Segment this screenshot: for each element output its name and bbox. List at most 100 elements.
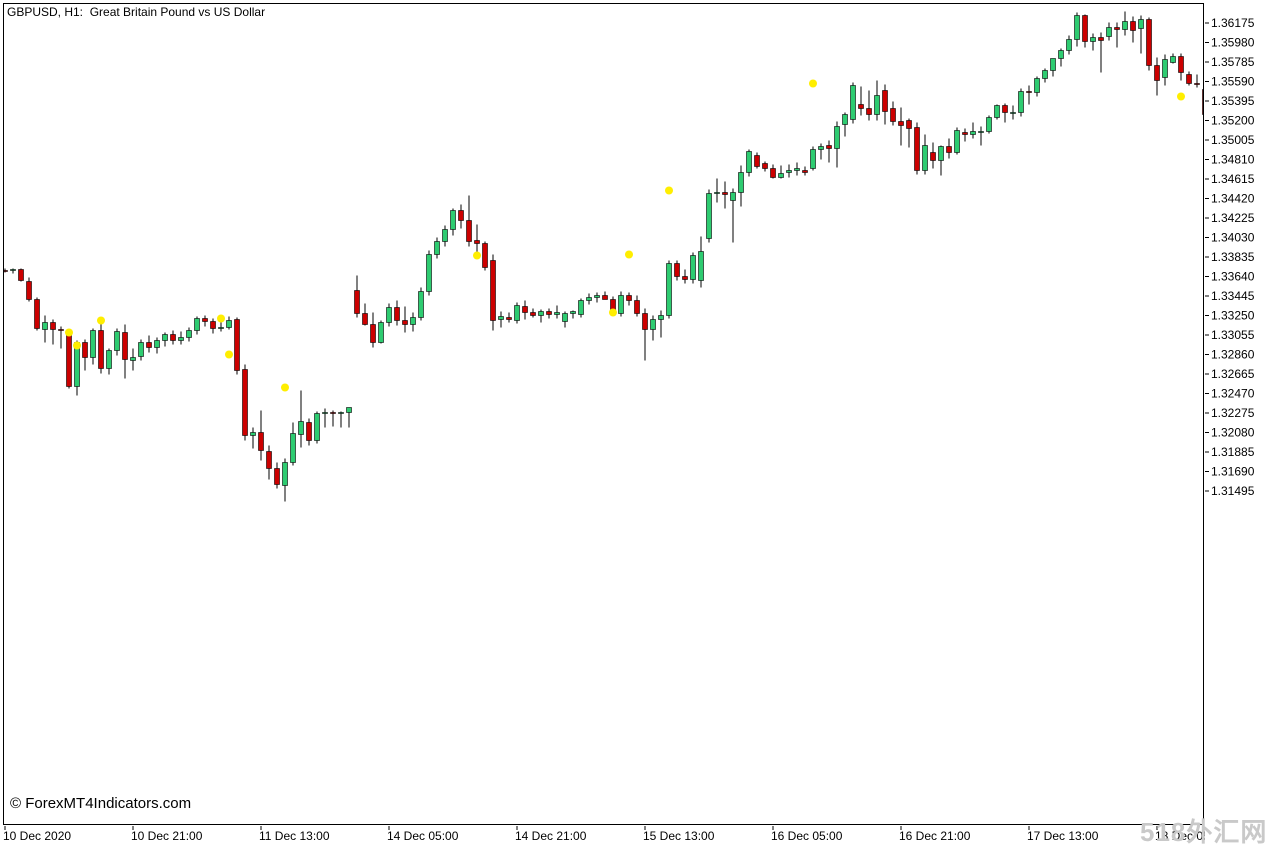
bear-candle-body bbox=[258, 432, 264, 451]
candle bbox=[290, 422, 296, 466]
bull-candle-body bbox=[954, 130, 960, 153]
price-tick-label: 1.35980 bbox=[1211, 36, 1255, 50]
time-tick-label: 14 Dec 21:00 bbox=[515, 829, 587, 843]
candle bbox=[202, 315, 208, 327]
candle bbox=[306, 418, 312, 446]
candle bbox=[1138, 15, 1144, 54]
signal-dot-marker bbox=[1177, 92, 1185, 101]
candlestick-plot[interactable] bbox=[4, 4, 1203, 824]
bear-candle-body bbox=[306, 422, 312, 441]
bear-candle-body bbox=[826, 145, 832, 149]
candle bbox=[522, 300, 528, 320]
candle bbox=[1074, 12, 1080, 47]
candle bbox=[834, 121, 840, 168]
candle bbox=[1114, 22, 1120, 48]
bear-candle-body bbox=[906, 120, 912, 129]
candle bbox=[794, 162, 800, 176]
bear-candle-body bbox=[1146, 19, 1152, 66]
candle bbox=[1018, 88, 1024, 117]
candle bbox=[618, 291, 624, 317]
candle bbox=[314, 411, 320, 444]
candle bbox=[1202, 89, 1203, 115]
bull-candle-body bbox=[594, 295, 600, 298]
bull-candle-body bbox=[418, 291, 424, 318]
price-tick-label: 1.35395 bbox=[1211, 94, 1255, 108]
bear-candle-body bbox=[1202, 89, 1203, 115]
bull-candle-body bbox=[922, 145, 928, 171]
candle bbox=[810, 146, 816, 171]
bull-candle-body bbox=[346, 407, 352, 413]
candle bbox=[434, 237, 440, 259]
price-axis[interactable]: 1.36175 1.35980 1.35785 1.35590 1.35395 1.352… bbox=[1205, 0, 1275, 826]
plot-area[interactable] bbox=[3, 3, 1204, 825]
bull-candle-body bbox=[850, 85, 856, 120]
bull-candle-body bbox=[42, 322, 48, 330]
bear-candle-body bbox=[858, 104, 864, 109]
candle bbox=[330, 410, 336, 427]
bear-candle-body bbox=[490, 260, 496, 321]
candle bbox=[98, 322, 104, 374]
price-tick-label: 1.34030 bbox=[1211, 231, 1255, 245]
candle bbox=[674, 260, 680, 281]
bull-candle-body bbox=[538, 311, 544, 316]
bear-candle-body bbox=[770, 168, 776, 178]
candle bbox=[450, 208, 456, 236]
candle bbox=[890, 101, 896, 126]
candle bbox=[346, 407, 352, 428]
candle bbox=[922, 134, 928, 175]
candle bbox=[938, 145, 944, 176]
candle bbox=[562, 311, 568, 328]
candle bbox=[586, 293, 592, 305]
candle bbox=[498, 311, 504, 328]
bear-candle-body bbox=[866, 108, 872, 115]
candle bbox=[1130, 16, 1136, 43]
bull-candle-body bbox=[562, 313, 568, 322]
candle bbox=[778, 165, 784, 179]
candle bbox=[818, 143, 824, 160]
bear-candle-body bbox=[530, 312, 536, 316]
bull-candle-body bbox=[1122, 21, 1128, 30]
bull-candle-body bbox=[282, 462, 288, 486]
price-tick-label: 1.32470 bbox=[1211, 387, 1255, 401]
candle bbox=[786, 164, 792, 178]
candle bbox=[858, 86, 864, 116]
bull-candle-body bbox=[410, 317, 416, 325]
candle bbox=[514, 302, 520, 324]
candle bbox=[338, 411, 344, 428]
candle bbox=[802, 166, 808, 176]
candle bbox=[186, 327, 192, 342]
time-axis[interactable]: 10 Dec 2020 10 Dec 21:00 11 Dec 13:00 14 De… bbox=[0, 826, 1205, 848]
candle bbox=[154, 337, 160, 354]
bear-candle-body bbox=[546, 311, 552, 315]
candle bbox=[274, 462, 280, 489]
candle bbox=[162, 332, 168, 347]
bull-candle-body bbox=[162, 334, 168, 341]
signal-dot-marker bbox=[665, 186, 673, 195]
bull-candle-body bbox=[618, 295, 624, 314]
bear-candle-body bbox=[458, 210, 464, 221]
candle bbox=[58, 326, 64, 349]
bull-candle-body bbox=[250, 432, 256, 436]
bull-candle-body bbox=[698, 251, 704, 281]
bear-candle-body bbox=[242, 369, 248, 436]
bull-candle-body bbox=[498, 316, 504, 320]
candle bbox=[250, 427, 256, 449]
bull-candle-body bbox=[690, 255, 696, 280]
copyright-watermark: © ForexMT4Indicators.com bbox=[10, 795, 192, 812]
price-tick-label: 1.35785 bbox=[1211, 55, 1255, 69]
bear-candle-body bbox=[58, 329, 64, 331]
candle bbox=[266, 445, 272, 480]
bull-candle-body bbox=[1058, 50, 1064, 59]
signal-dot-marker bbox=[217, 314, 225, 323]
bull-candle-body bbox=[10, 269, 16, 271]
candle bbox=[458, 204, 464, 229]
bear-candle-body bbox=[82, 342, 88, 358]
candle bbox=[1146, 17, 1152, 71]
bull-candle-body bbox=[434, 241, 440, 255]
bull-candle-body bbox=[570, 311, 576, 314]
candle bbox=[850, 82, 856, 124]
bear-candle-body bbox=[234, 319, 240, 371]
candle bbox=[994, 104, 1000, 120]
time-tick-label: 14 Dec 05:00 bbox=[387, 829, 459, 843]
candle bbox=[466, 195, 472, 247]
